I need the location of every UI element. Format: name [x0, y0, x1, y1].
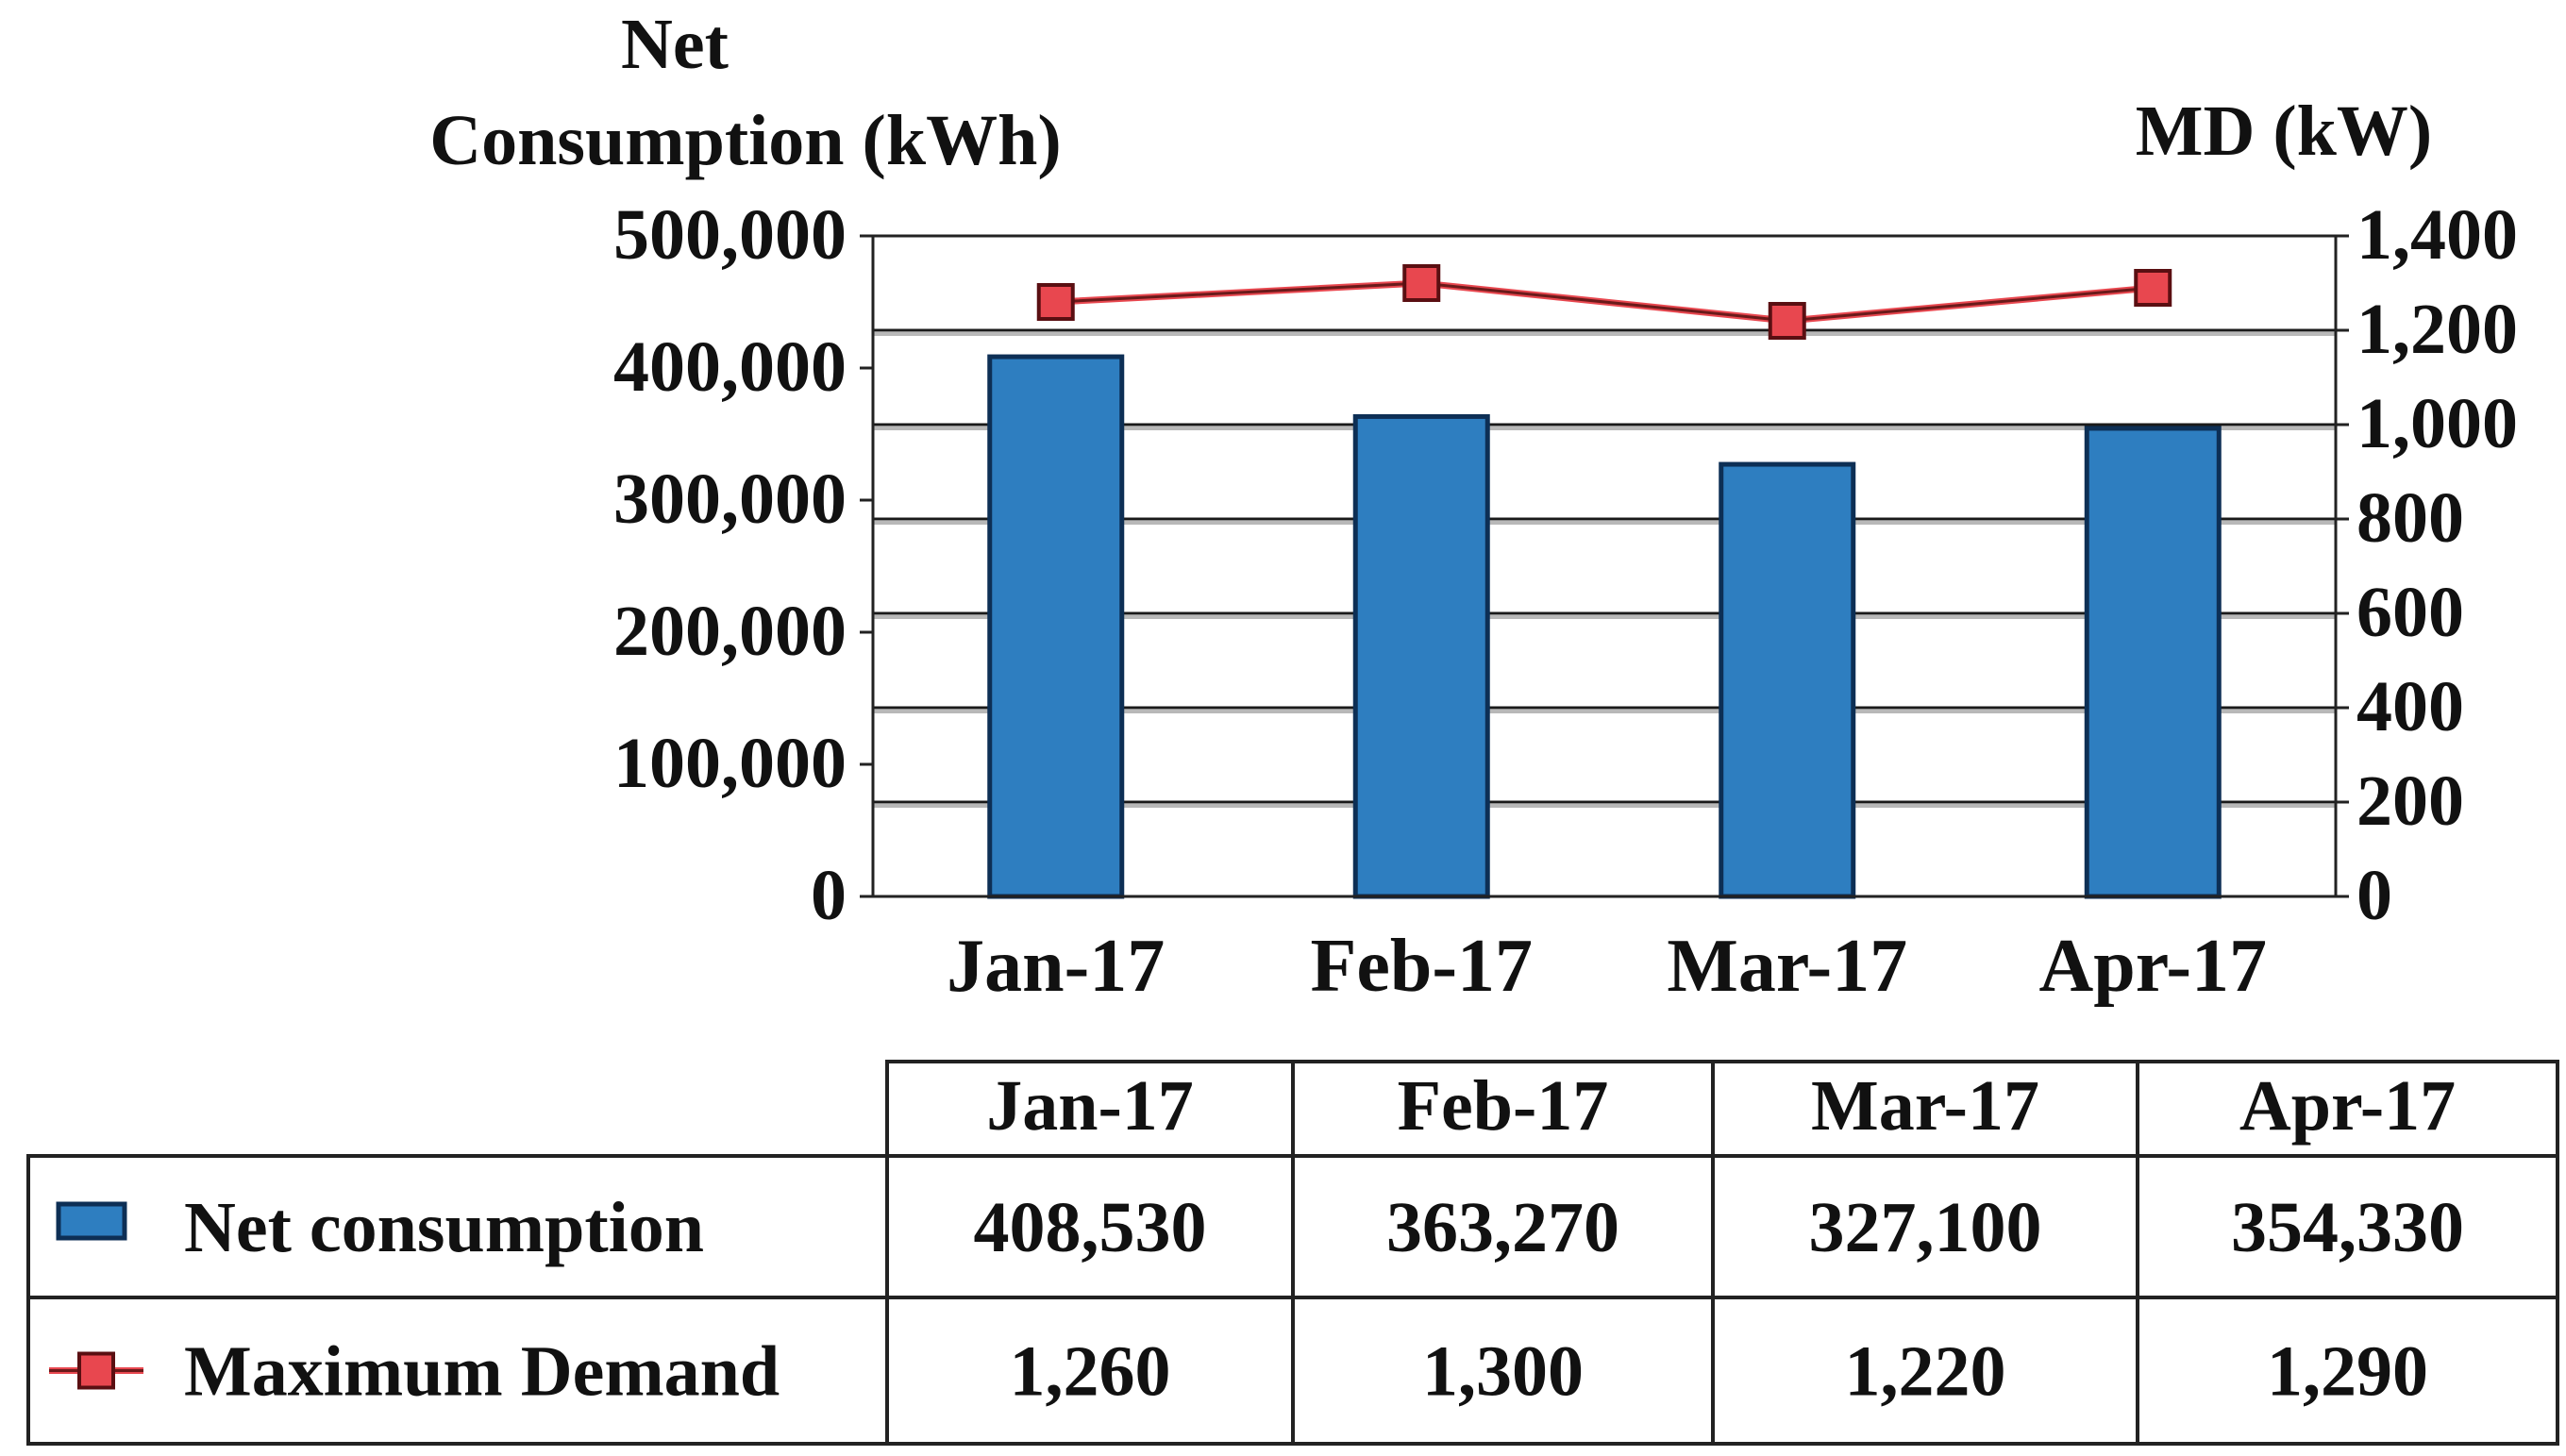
table-header-cell: Feb-17 — [1398, 1066, 1609, 1146]
left-tick-label: 0 — [811, 856, 847, 935]
right-tick-label: 1,000 — [2356, 384, 2518, 463]
x-axis-ticks: Jan-17 Feb-17 Mar-17 Apr-17 — [947, 925, 2267, 1008]
table-value-cell: 327,100 — [1809, 1188, 2042, 1267]
left-axis-ticks: 0 100,000 200,000 300,000 400,000 500,000 — [613, 195, 873, 935]
right-axis-title: MD (kW) — [2136, 92, 2433, 171]
data-table: Jan-17 Feb-17 Mar-17 Apr-17 Net consumption 4… — [26, 1060, 2559, 1446]
right-tick-label: 200 — [2356, 761, 2464, 841]
table-header-cell: Mar-17 — [1811, 1066, 2039, 1146]
bar-apr-17 — [2084, 426, 2222, 899]
x-tick-label: Feb-17 — [1310, 925, 1533, 1008]
x-tick-label: Jan-17 — [947, 925, 1165, 1008]
bar-jan-17 — [987, 354, 1125, 899]
table-row-label: Net consumption — [184, 1188, 704, 1267]
right-tick-label: 0 — [2356, 856, 2392, 935]
table-value-cell: 1,290 — [2267, 1332, 2428, 1412]
axes — [871, 234, 2338, 898]
md-point-feb-17 — [1402, 264, 1441, 302]
left-tick-label: 100,000 — [613, 724, 847, 803]
left-tick-label: 500,000 — [613, 195, 847, 275]
right-tick-label: 800 — [2356, 478, 2464, 558]
right-axis-ticks: 0 200 400 600 800 1,000 1,200 1,400 — [2336, 195, 2518, 935]
table-value-cell: 408,530 — [974, 1188, 1207, 1267]
table-header-cell: Apr-17 — [2239, 1066, 2456, 1146]
right-tick-label: 400 — [2356, 667, 2464, 746]
md-line — [1055, 281, 2154, 323]
plot-frame — [871, 234, 2338, 898]
x-tick-label: Mar-17 — [1667, 925, 1907, 1008]
left-axis-title-line2: Consumption (kWh) — [429, 101, 1061, 180]
bar-feb-17 — [1352, 413, 1490, 899]
md-point-apr-17 — [2134, 269, 2172, 307]
table-header-cell: Jan-17 — [986, 1066, 1194, 1146]
right-tick-label: 600 — [2356, 573, 2464, 652]
right-tick-label: 1,400 — [2356, 195, 2518, 275]
right-tick-label: 1,200 — [2356, 290, 2518, 369]
table-value-cell: 1,300 — [1422, 1332, 1584, 1412]
left-axis-title-line1: Net — [621, 5, 729, 84]
table-value-cell: 1,260 — [1010, 1332, 1171, 1412]
left-tick-label: 300,000 — [613, 460, 847, 539]
md-point-jan-17 — [1036, 283, 1075, 321]
md-point-mar-17 — [1768, 302, 1806, 340]
bar-mar-17 — [1719, 461, 1856, 899]
legend-key-net-consumption — [56, 1201, 127, 1241]
table-value-cell: 1,220 — [1845, 1332, 2006, 1412]
x-tick-label: Apr-17 — [2039, 925, 2267, 1008]
table-value-cell: 363,270 — [1386, 1188, 1619, 1267]
legend-key-max-demand — [77, 1351, 115, 1390]
left-tick-label: 400,000 — [613, 327, 847, 407]
table-row-label: Maximum Demand — [184, 1332, 780, 1412]
bar-series — [987, 354, 2222, 899]
line-series — [1036, 264, 2172, 340]
left-tick-label: 200,000 — [613, 592, 847, 671]
table-value-cell: 354,330 — [2231, 1188, 2464, 1267]
